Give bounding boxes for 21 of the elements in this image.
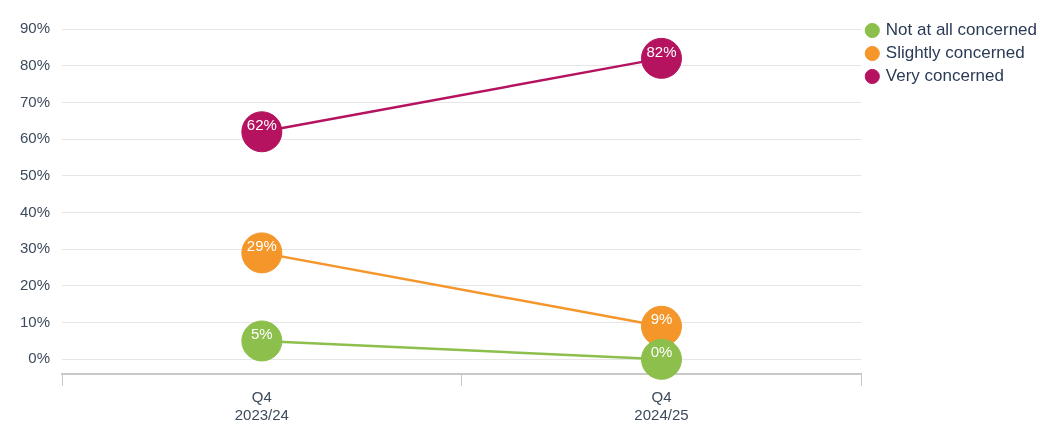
- y-tick-label: 60%: [19, 129, 51, 147]
- y-tick-label: 0%: [28, 349, 51, 367]
- y-tick-label: 90%: [19, 19, 51, 37]
- legend-label: Very concerned: [885, 66, 1004, 86]
- y-tick-label: 10%: [19, 312, 51, 330]
- data-label: 29%: [246, 237, 277, 255]
- legend-label: Slightly concerned: [885, 43, 1025, 63]
- data-label: 82%: [646, 42, 677, 60]
- data-label: 62%: [246, 115, 277, 133]
- x-tick-label: Q4 2023/24: [234, 388, 289, 424]
- y-tick-label: 40%: [19, 202, 51, 220]
- x-tick-label: Q4 2024/25: [634, 388, 689, 424]
- y-tick-label: 70%: [19, 92, 51, 110]
- data-label: 9%: [650, 310, 673, 328]
- y-tick-label: 20%: [19, 276, 51, 294]
- data-label: 5%: [251, 325, 273, 343]
- y-tick-label: 80%: [19, 55, 51, 73]
- legend-label: Not at all concerned: [885, 20, 1037, 40]
- data-label: 0%: [650, 343, 673, 361]
- y-tick-label: 50%: [19, 165, 51, 183]
- y-tick-label: 30%: [19, 239, 51, 257]
